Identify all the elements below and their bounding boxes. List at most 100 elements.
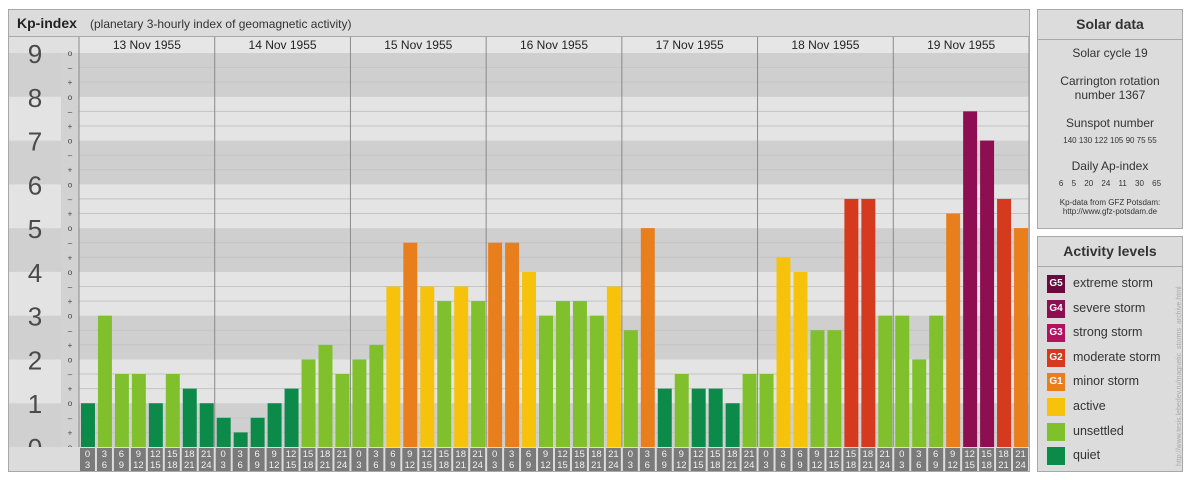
kp-bar (572, 301, 587, 447)
kp-bar (420, 286, 435, 447)
x-tick-label-end: 15 (964, 460, 975, 471)
y-tick-label: 9 (28, 39, 42, 69)
date-label: 14 Nov 1955 (249, 38, 317, 52)
x-tick-label-start: 9 (950, 449, 955, 460)
x-tick-label-end: 3 (356, 460, 361, 471)
x-tick-label-start: 0 (356, 449, 361, 460)
x-tick-label-end: 9 (797, 460, 802, 471)
x-tick-label-start: 9 (407, 449, 412, 460)
minor-tick-label: o (68, 180, 73, 189)
x-tick-label-start: 6 (254, 449, 259, 460)
y-band (9, 184, 61, 229)
minor-tick-label: – (68, 64, 73, 73)
y-tick-label: 1 (28, 389, 42, 419)
minor-tick-label: – (68, 282, 73, 291)
x-tick-box (470, 448, 486, 471)
x-tick-box (673, 448, 689, 471)
legend-label: extreme storm (1073, 276, 1153, 290)
y-tick-label: 4 (28, 258, 42, 288)
x-tick-box (351, 448, 367, 471)
x-tick-label-end: 3 (221, 460, 226, 471)
x-tick-box (928, 448, 944, 471)
y-tick-label: 7 (28, 127, 42, 157)
x-tick-box (690, 448, 706, 471)
x-tick-label-end: 18 (167, 460, 178, 471)
legend-swatch: G3 (1047, 324, 1065, 343)
legend-label: severe storm (1073, 300, 1146, 315)
kp-bar (589, 315, 604, 447)
x-tick-label-start: 6 (390, 449, 395, 460)
x-tick-label-end: 6 (238, 460, 243, 471)
legend-label: active (1073, 399, 1106, 413)
x-tick-label-start: 0 (899, 449, 904, 460)
legend-label: minor storm (1073, 374, 1139, 389)
x-tick-box (639, 448, 655, 471)
minor-tick-label: – (68, 414, 73, 423)
kp-bar (488, 242, 503, 447)
x-tick-box (605, 448, 621, 471)
y-band (9, 228, 61, 272)
x-tick-box (402, 448, 418, 471)
x-tick-box (334, 448, 350, 471)
x-tick-box (979, 448, 995, 471)
x-tick-box (741, 448, 757, 471)
x-tick-label-start: 3 (780, 449, 785, 460)
kp-bar (267, 403, 282, 447)
x-tick-label-start: 21 (201, 449, 212, 460)
date-strip (79, 37, 1029, 53)
minor-tick-label: – (68, 239, 73, 248)
x-tick-label-end: 15 (557, 460, 568, 471)
x-tick-label-end: 24 (608, 460, 619, 471)
x-tick-box (877, 448, 893, 471)
x-tick-label-end: 21 (727, 460, 738, 471)
kp-bar (81, 403, 95, 447)
x-tick-box (911, 448, 927, 471)
kp-bar (369, 344, 384, 447)
kp-bar (318, 344, 333, 447)
x-tick-label-end: 21 (184, 460, 195, 471)
x-tick-label-start: 21 (1015, 449, 1026, 460)
x-tick-label-start: 0 (628, 449, 633, 460)
legend-label: strong storm (1073, 325, 1143, 340)
x-tick-label-end: 15 (150, 460, 161, 471)
x-tick-label-end: 9 (933, 460, 938, 471)
legend-swatch: G2 (1047, 348, 1065, 367)
x-tick-label-start: 21 (337, 449, 348, 460)
x-tick-box (826, 448, 842, 471)
x-tick-label-end: 24 (472, 460, 483, 471)
corner (9, 37, 79, 53)
x-tick-label-end: 18 (303, 460, 314, 471)
minor-tick-label: o (68, 137, 73, 146)
x-tick-label-start: 9 (679, 449, 684, 460)
kp-bar (522, 271, 537, 447)
x-tick-label-start: 15 (710, 449, 721, 460)
kp-bar-chart: 13 Nov 1955 14 Nov 1955 15 Nov 1955 16 Nov … (9, 37, 1029, 471)
x-tick-label-end: 9 (119, 460, 124, 471)
x-tick-label-start: 3 (509, 449, 514, 460)
x-tick-box (96, 448, 112, 471)
x-tick-label-end: 9 (662, 460, 667, 471)
kp-bar (301, 359, 316, 447)
x-tick-box (113, 448, 129, 471)
x-tick-label-end: 6 (373, 460, 378, 471)
x-tick-label-end: 24 (1015, 460, 1026, 471)
x-tick-label-end: 3 (628, 460, 633, 471)
x-tick-label-end: 15 (421, 460, 432, 471)
x-tick-label-end: 18 (981, 460, 992, 471)
x-tick-box (215, 448, 231, 471)
x-tick-box (504, 448, 520, 471)
solar-data-title: Solar data (1038, 10, 1182, 40)
x-tick-label-end: 21 (998, 460, 1009, 471)
x-tick-box (198, 448, 214, 471)
x-tick-box (1013, 448, 1028, 471)
minor-tick-label: o (68, 224, 73, 233)
kp-bar (199, 403, 214, 447)
legend-swatch: G1 (1047, 373, 1065, 392)
x-tick-box (453, 448, 469, 471)
legend-swatch (1047, 447, 1065, 466)
x-tick-box (894, 448, 910, 471)
legend-swatch (1047, 398, 1065, 416)
x-tick-label-start: 15 (846, 449, 857, 460)
plot-band (79, 184, 1029, 229)
minor-tick-label: + (68, 341, 73, 350)
